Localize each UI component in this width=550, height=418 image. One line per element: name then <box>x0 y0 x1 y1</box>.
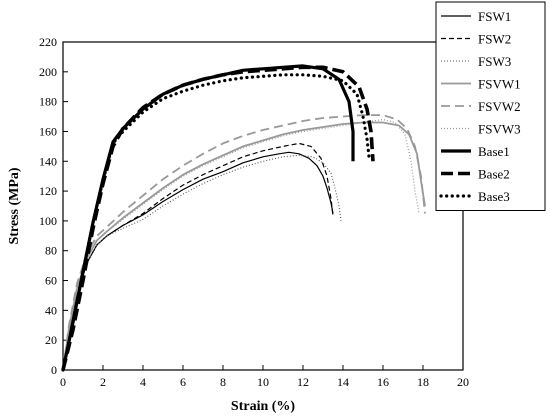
tick-labels: 0 2 4 6 8 10 12 14 16 18 2002040608010012014016018… <box>39 35 469 389</box>
y-tick-label: 40 <box>45 303 57 317</box>
y-tick-label: 20 <box>45 333 57 347</box>
legend-label-base2: Base2 <box>478 167 510 182</box>
x-tick-label: 10 <box>257 375 269 389</box>
legend-label-base3: Base3 <box>478 189 510 204</box>
x-axis-label: Strain (%) <box>231 399 296 414</box>
series-line-base2 <box>61 65 375 371</box>
x-tick-label: 8 <box>220 375 226 389</box>
x-tick-label: 0 <box>60 375 66 389</box>
axes <box>62 41 464 371</box>
legend-box <box>435 1 546 211</box>
series-line-fsvw1 <box>62 121 426 371</box>
y-tick-label: 200 <box>39 65 57 79</box>
legend-label-fsw1: FSW1 <box>478 9 511 24</box>
y-tick-label: 180 <box>39 95 57 109</box>
y-tick-label: 100 <box>39 214 57 228</box>
y-tick-label: 120 <box>39 184 57 198</box>
legend-label-fsvw2: FSVW2 <box>478 99 521 114</box>
legend-label-base1: Base1 <box>478 144 510 159</box>
plot-frame <box>62 41 464 371</box>
series-line-fsw3 <box>62 154 342 371</box>
series-line-base1 <box>61 64 355 371</box>
y-tick-label: 140 <box>39 154 57 168</box>
x-tick-label: 18 <box>417 375 429 389</box>
series-line-fsw2 <box>62 142 334 371</box>
y-tick-label: 160 <box>39 124 57 138</box>
y-tick-label: 0 <box>51 363 57 377</box>
series-line-base3 <box>61 73 371 372</box>
y-tick-label: 80 <box>45 244 57 258</box>
y-tick-label: 220 <box>39 35 57 49</box>
legend: FSW1 FSW2 FSW3 FSVW1 FSVW2 FSVW3 Base1 Base2 Bas… <box>435 1 546 211</box>
x-tick-label: 16 <box>377 375 389 389</box>
x-tick-label: 12 <box>297 375 309 389</box>
legend-label-fsw3: FSW3 <box>478 54 511 69</box>
y-tick-label: 60 <box>45 274 57 288</box>
legend-label-fsw2: FSW2 <box>478 32 511 47</box>
x-tick-label: 14 <box>337 375 349 389</box>
x-tick-label: 4 <box>140 375 146 389</box>
y-axis-label: Stress (MPa) <box>7 167 22 244</box>
series-line-fsvw2 <box>62 114 426 371</box>
series-line-fsvw3 <box>62 118 420 371</box>
legend-label-fsvw1: FSVW1 <box>478 77 521 92</box>
x-tick-label: 20 <box>457 375 469 389</box>
x-tick-label: 2 <box>100 375 106 389</box>
series-lines <box>61 64 426 372</box>
legend-label-fsvw3: FSVW3 <box>478 122 521 137</box>
x-tick-label: 6 <box>180 375 186 389</box>
